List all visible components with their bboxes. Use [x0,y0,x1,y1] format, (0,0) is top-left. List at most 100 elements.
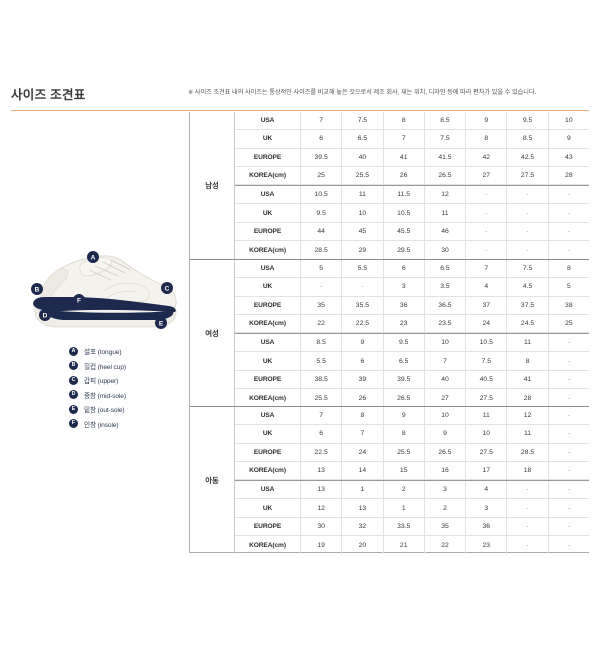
shoe-marker-a: A [87,251,99,263]
size-value-cell: 18 [507,461,549,480]
size-value-cell: 8.5 [425,112,467,130]
size-value-cell: 5 [301,260,343,278]
size-value-cell: 37 [466,296,508,314]
shoe-outsole-strip [45,310,174,320]
unit-cell: KOREA(cm) [235,536,301,555]
unit-cell: KOREA(cm) [235,389,301,408]
size-value-cell: 12 [301,499,343,517]
size-value-cell: 26 [342,389,384,408]
header-divider [11,110,589,111]
svg-text:E: E [159,320,164,327]
shoe-side-logo [102,282,150,304]
size-value-cell: 6 [384,260,425,278]
size-value-cell: 10.5 [384,204,425,222]
table-row: EUROPE 44 45 45.5 46- - - [235,222,589,242]
size-value-cell: 26.5 [425,166,467,185]
size-value-cell: 12 [425,186,467,204]
svg-text:B: B [35,286,40,293]
size-value-cell: 8.5 [301,334,343,352]
table-row: USA 7 8 9 10 11 12 - [235,407,589,426]
table-row: USA 7 7.5 8 8.5 9 9.5 10 [235,112,589,131]
size-value-cell: - [301,278,343,296]
unit-cell: KOREA(cm) [235,241,301,260]
size-range-group: USA 10.5 11 11.5 12- - - UK 9.5 10 10.5 11- - - EUROPE… [235,185,589,260]
size-value-cell: 11 [425,204,467,222]
size-value-cell: 24 [466,314,508,333]
size-value-cell: - [507,186,549,204]
legend-label-insole: 인창 (insole) [84,421,119,429]
size-value-cell: 42 [466,148,508,166]
size-value-cell: 27.5 [466,389,508,408]
size-value-cell: 25 [301,166,343,185]
unit-cell: EUROPE [235,222,301,241]
legend-item-upper: C 갑피 (upper) [69,373,189,388]
table-row: UK 5.5 6 6.5 7 7.5 8 - [235,352,589,371]
size-value-cell: 38 [565,301,573,309]
size-value-cell: 43 [565,153,573,161]
size-value-cell: 41 [507,370,549,389]
size-value-cell: - [466,204,508,222]
legend-label-heel-cup: 힐컵 (heel cup) [84,363,126,371]
table-row: UK 9.5 10 10.5 11- - - [235,204,589,223]
gender-rows: USA 5 5.5 6 6.5 7 7.5 8 UK - -3 3.5 4 4.5 5 EUROPE 35 35.… [235,260,589,408]
size-value-cell: 3 [384,278,425,296]
unit-cell: UK [235,499,301,517]
unit-cell: EUROPE [235,370,301,389]
table-row: USA 8.5 9 9.5 10 10.5 11 - [235,334,589,353]
unit-cell: USA [235,112,301,130]
table-row: KOREA(cm) 28.5 29 29.5 30- - - [235,241,589,260]
size-value-cell: 28.5 [301,241,343,260]
size-value-cell: 30 [301,517,343,536]
size-value-cell: 8 [466,130,508,148]
table-row: UK 6 7 8 9 10 11 - [235,425,589,444]
legend-badge-c: C [69,375,78,385]
size-value-cell: 7 [384,130,425,148]
unit-cell: USA [235,481,301,499]
size-value-cell: 2 [425,499,467,517]
size-value-cell: - [567,541,570,549]
size-value-cell: 10 [565,117,573,125]
size-value-cell: 40 [425,370,467,389]
shoe-illustration: A B C D E [19,240,189,340]
legend-badge-b: B [69,361,78,371]
size-value-cell: - [567,486,570,494]
table-row: EUROPE 38.5 39 39.5 40 40.5 41 - [235,370,589,390]
size-value-cell: 26.5 [384,389,425,408]
size-value-cell: 38.5 [301,370,343,389]
size-value-cell: - [567,339,570,347]
size-range-group: USA 7 8 9 10 11 12- UK 6 7 8 9 10 11- EUROPE 22.5 24 25.5… [235,407,589,481]
table-row: KOREA(cm) 22 22.5 23 23.5 24 24.5 25 [235,314,589,334]
gender-label: 여성 [190,260,235,406]
size-value-cell: 41 [384,148,425,166]
size-value-cell: 5 [566,283,571,291]
table-row: KOREA(cm) 13 14 15 16 17 18 - [235,461,589,481]
size-value-cell: 29.5 [384,241,425,260]
table-row: EUROPE 39.5 40 41 41.5 42 42.5 43 [235,148,589,167]
shoe-marker-b: B [31,283,43,295]
gender-section: 여성 USA 5 5.5 6 6.5 7 7.5 8 UK - -3 3.5 4 4.5 5 EUROPE 35 3… [190,259,589,408]
size-value-cell: 7 [342,425,384,443]
size-value-cell: 36.5 [425,296,467,314]
size-value-cell: 30 [425,241,467,260]
size-value-cell: 22.5 [301,443,343,461]
size-value-cell: 29 [342,241,384,260]
unit-cell: UK [235,130,301,148]
legend-label-out-sole: 밑창 (out-sole) [84,407,125,415]
size-value-cell: - [507,222,549,241]
unit-cell: UK [235,278,301,296]
size-range-group: USA 5 5.5 6 6.5 7 7.5 8 UK - -3 3.5 4 4.5 5 EUROPE 35 35.… [235,260,589,334]
table-row: KOREA(cm) 25 25.5 26 26.5 27 27.5 28 [235,166,589,186]
size-value-cell: 11 [507,334,549,352]
size-value-cell: 6 [301,130,343,148]
svg-text:F: F [77,297,81,304]
legend-badge-e: E [69,404,78,414]
size-value-cell: 25.5 [384,443,425,461]
table-row: KOREA(cm) 19 20 21 22 23- - [235,536,589,555]
table-row: EUROPE 35 35.5 36 36.5 37 37.5 38 [235,296,589,315]
size-value-cell: 12 [507,407,549,425]
size-value-cell: 23 [384,314,425,333]
size-value-cell: 7 [425,352,467,370]
unit-cell: EUROPE [235,443,301,461]
size-value-cell: 39.5 [301,148,343,166]
size-value-cell: 8 [384,425,425,443]
